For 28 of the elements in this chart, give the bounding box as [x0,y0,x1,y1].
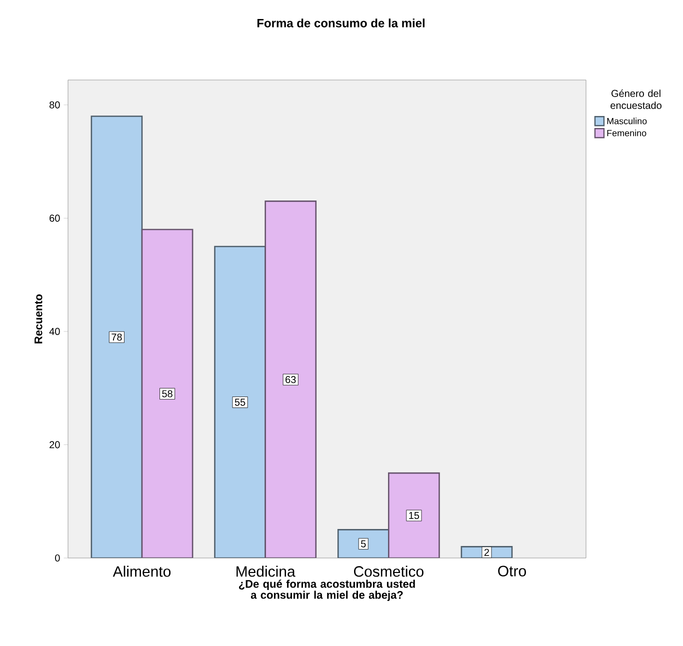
bar [264,200,317,558]
bar [337,529,390,558]
y-tick-label: 40 [49,328,60,335]
data-label: 55 [234,398,246,406]
x-tick-label: Otro [498,566,526,576]
y-tick-label: 0 [55,554,60,562]
x-tick-label: Cosmetico [354,566,424,577]
bar [214,246,266,558]
bar [90,116,143,558]
y-axis-title: Recuento [34,294,42,344]
x-axis-title: ¿De qué forma acostumbra usted a consumir la miel de abeja? [238,580,415,601]
legend-label: Masculino [607,118,647,124]
y-tick-label: 60 [50,214,60,222]
data-label: 63 [286,376,296,384]
data-label: 5 [361,540,366,548]
y-tick-label: 20 [50,441,60,448]
x-tick-label: Medicina [236,566,296,577]
data-label: 2 [484,548,489,556]
legend-label: Femenino [607,130,646,136]
legend-title: Género del encuestado [610,90,662,109]
data-label: 15 [409,512,420,520]
bar [141,228,194,558]
data-label: 78 [112,334,122,341]
bar [388,472,440,558]
chart-title: Forma de consumo de la miel [257,18,425,28]
x-tick-label: Alimento [112,566,171,577]
data-label: 58 [162,390,172,398]
y-tick-label: 80 [50,101,60,108]
